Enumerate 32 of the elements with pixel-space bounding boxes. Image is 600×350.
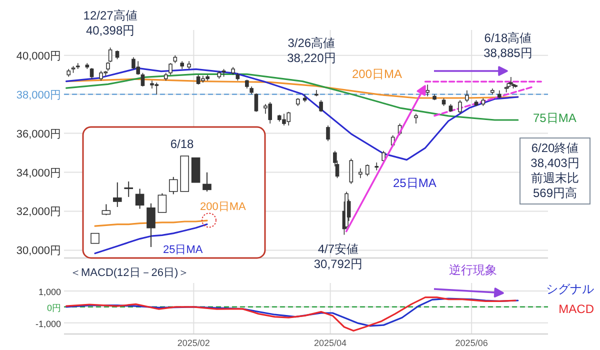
y-tick-label: 34,000円 [16, 167, 61, 180]
annotation: 3/26高値 38,220円 [287, 36, 336, 66]
line-series [66, 67, 519, 161]
y-tick-label: 40,000円 [16, 50, 61, 62]
annotation: 6/18 [170, 137, 194, 151]
series-label: 25日MA [393, 176, 436, 190]
y-tick-label: 38,000円 [16, 89, 61, 102]
line-series [66, 296, 516, 332]
annotation: 6/20終値 [531, 141, 579, 155]
text: シグナル [546, 282, 594, 296]
chart-title: ＜MACD(12日－26日)＞ [70, 267, 190, 279]
y-tick-label: 0円 [46, 302, 61, 313]
y-tick-label: 32,000円 [16, 206, 61, 218]
text: MACD [558, 302, 594, 316]
series-label: 75日MA [533, 111, 576, 125]
annotation: 569円高 [532, 186, 578, 200]
annotation: 前週末比 [531, 171, 579, 185]
y-tick-label: 30,000円 [16, 245, 61, 258]
annotation: 6/18高値 38,885円 [484, 31, 532, 60]
annotation: 4/7安値 30,792円 [314, 242, 363, 271]
text: 逆行現象 [449, 263, 497, 277]
series-label: 25日MA [163, 244, 204, 256]
series-label: 200日MA [200, 201, 247, 213]
annotation: 38,403円 [530, 156, 580, 170]
y-tick-label: 36,000円 [16, 128, 61, 140]
x-tick-label: 2025/02 [177, 338, 210, 348]
y-tick-label: 1,000 [38, 286, 61, 297]
series-label: 200日MA [352, 67, 402, 81]
x-tick-label: 2025/04 [314, 338, 347, 348]
y-tick-label: -1,000 [35, 318, 61, 329]
annotation: 12/27高値 40,398円 [83, 8, 138, 38]
x-tick-label: 2025/06 [455, 338, 488, 348]
